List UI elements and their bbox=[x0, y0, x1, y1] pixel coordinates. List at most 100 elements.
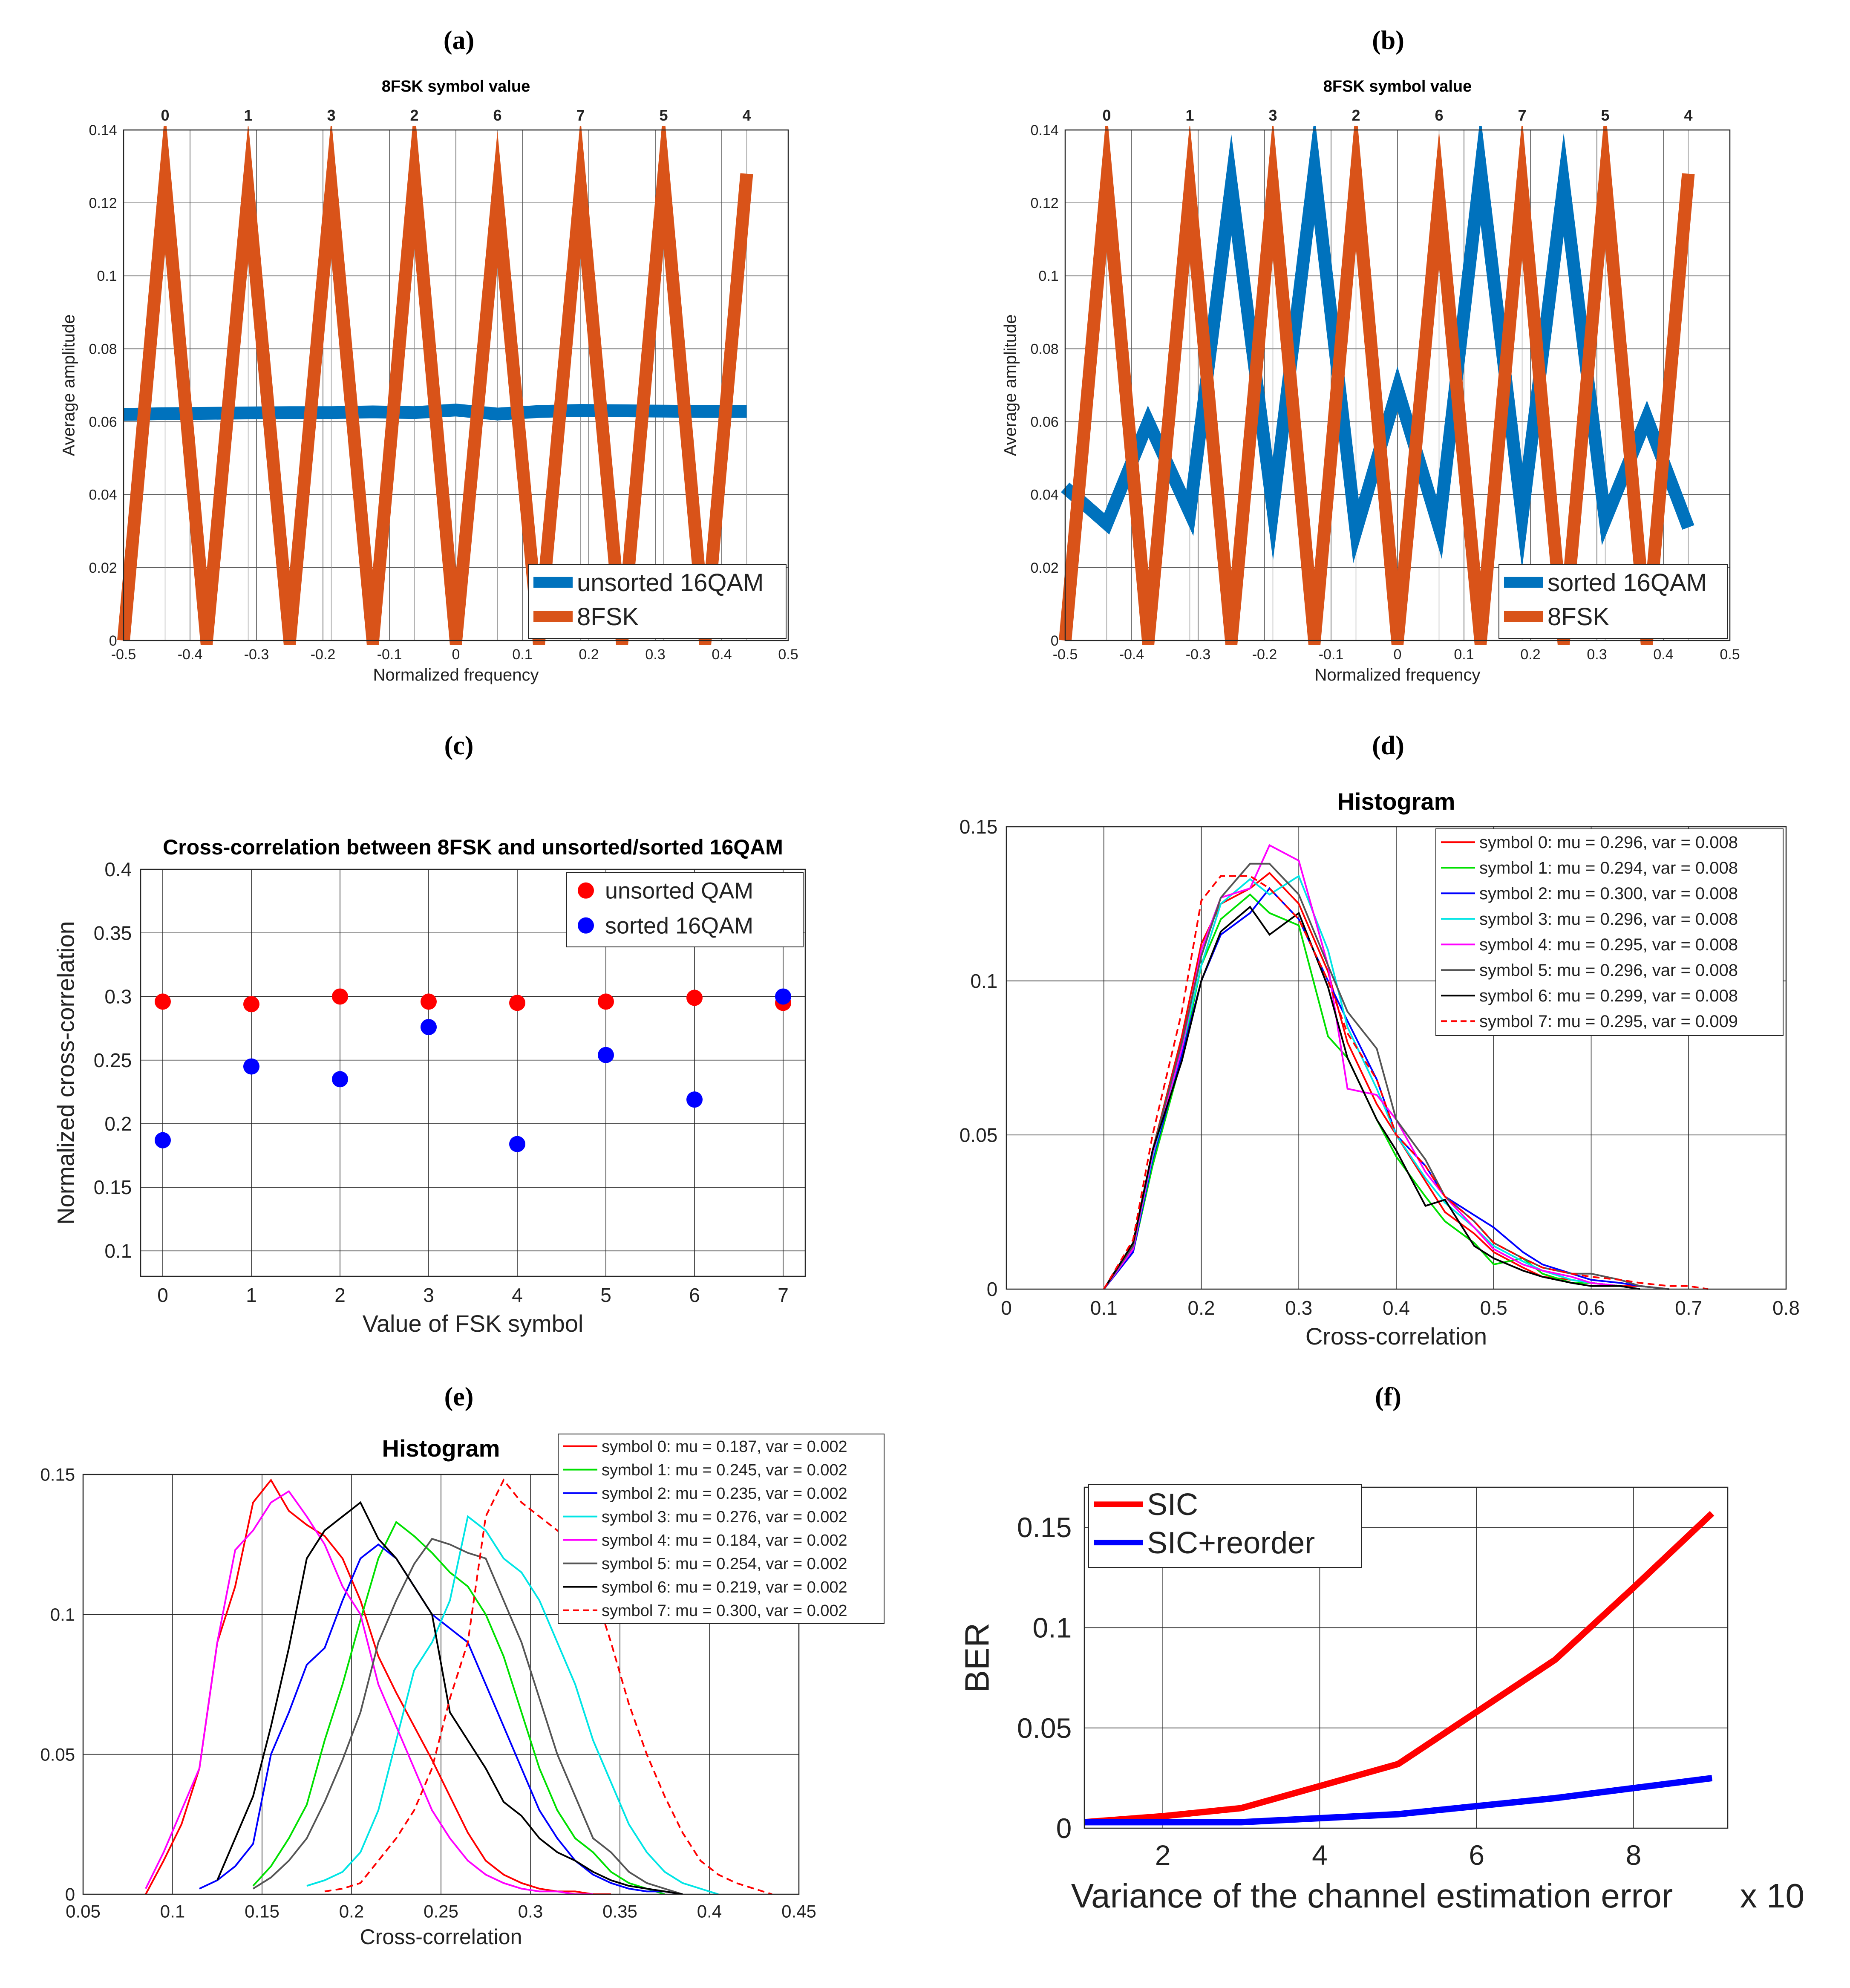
y-tick-label-b: 0.08 bbox=[1031, 341, 1059, 357]
panel-label-f: (f) bbox=[1375, 1382, 1401, 1411]
x-tick-label-e: 0.35 bbox=[602, 1901, 637, 1922]
y-tick-label-b: 0.02 bbox=[1031, 560, 1059, 576]
legend-f: SIC SIC+reorder bbox=[1088, 1484, 1362, 1568]
scatter-point-c-1 bbox=[332, 1071, 348, 1088]
legend-label-e-6: symbol 6: mu = 0.219, var = 0.002 bbox=[602, 1578, 847, 1596]
y-tick-label-b: 0.04 bbox=[1031, 487, 1059, 503]
series-group-c bbox=[155, 988, 791, 1152]
y-tick-label-a: 0 bbox=[109, 633, 117, 649]
legend-label-c-1: sorted 16QAM bbox=[605, 913, 753, 939]
x2-tick-label-a: 7 bbox=[576, 107, 585, 124]
x-tick-label-b: 0.5 bbox=[1720, 646, 1740, 663]
x-tick-label-e: 0.1 bbox=[160, 1901, 185, 1922]
y-axis-label-b: Average amplitude bbox=[1001, 315, 1020, 456]
x-tick-label-b: 0.1 bbox=[1454, 646, 1474, 663]
panel-label-d: (d) bbox=[1372, 731, 1404, 760]
legend-marker-c-1 bbox=[578, 917, 594, 934]
x-tick-label-c: 2 bbox=[334, 1284, 346, 1306]
y-tick-label-a: 0.04 bbox=[89, 487, 117, 503]
x-tick-label-b: 0.2 bbox=[1520, 646, 1540, 663]
legend-label-d-4: symbol 4: mu = 0.295, var = 0.008 bbox=[1479, 935, 1738, 954]
legend-box-f bbox=[1088, 1484, 1362, 1568]
axes-frame-c bbox=[140, 868, 806, 1277]
x2-tick-label-b: 5 bbox=[1601, 107, 1609, 124]
y-tick-label-d: 0.05 bbox=[960, 1124, 998, 1146]
x-tick-label-a: 0.3 bbox=[645, 646, 665, 663]
series-line-d-3 bbox=[1103, 874, 1640, 1290]
x2-axis-label-a: 8FSK symbol value bbox=[382, 78, 530, 95]
legend-box-d bbox=[1435, 828, 1784, 1036]
x-tick-label-d: 0.1 bbox=[1090, 1297, 1118, 1319]
legend-box-a bbox=[528, 564, 787, 639]
x-tick-label-e: 0.4 bbox=[697, 1901, 722, 1922]
x2-tick-label-a: 2 bbox=[410, 107, 418, 124]
series-line-d-6 bbox=[1103, 906, 1640, 1290]
series-line-e-6 bbox=[216, 1501, 683, 1895]
legend-marker-c-0 bbox=[578, 882, 594, 899]
legend-label-e-5: symbol 5: mu = 0.254, var = 0.002 bbox=[602, 1555, 847, 1573]
legend-label-d-5: symbol 5: mu = 0.296, var = 0.008 bbox=[1479, 961, 1738, 980]
x2-tick-label-b: 7 bbox=[1518, 107, 1526, 124]
x-tick-label-c: 5 bbox=[600, 1284, 611, 1306]
series-line-d-7 bbox=[1103, 875, 1709, 1290]
series-group-f bbox=[1084, 1511, 1715, 1826]
chart-b: -0.5 -0.4 -0.3 -0.2 -0.1 0 0.1 0.2 0.3 0.4 0.5 0 0.0… bbox=[1001, 78, 1740, 684]
x-tick-label-c: 7 bbox=[778, 1284, 789, 1306]
scatter-point-c-1 bbox=[155, 1132, 171, 1148]
y-tick-label-a: 0.14 bbox=[89, 122, 117, 138]
legend-e: symbol 0: mu = 0.187, var = 0.002 symbol … bbox=[558, 1434, 885, 1624]
x-tick-label-b: -0.5 bbox=[1053, 646, 1078, 663]
x-tick-label-e: 0.15 bbox=[245, 1901, 280, 1922]
x-tick-label-d: 0.3 bbox=[1285, 1297, 1312, 1319]
scatter-point-c-0 bbox=[509, 995, 525, 1011]
series-group-d bbox=[1103, 844, 1709, 1290]
y-tick-label-a: 0.1 bbox=[97, 268, 117, 284]
series-group-a bbox=[117, 126, 753, 645]
x-tick-label-e: 0.3 bbox=[518, 1901, 543, 1922]
x-tick-label-a: 0.5 bbox=[778, 646, 798, 663]
y-tick-label-e: 0.1 bbox=[50, 1604, 75, 1624]
x-tick-label-d: 0.8 bbox=[1772, 1297, 1800, 1319]
legend-label-f-1: SIC+reorder bbox=[1147, 1526, 1315, 1560]
legend-label-e-2: symbol 2: mu = 0.235, var = 0.002 bbox=[602, 1485, 847, 1503]
y-tick-label-f: 0.1 bbox=[1033, 1612, 1072, 1644]
x2-tick-label-b: 2 bbox=[1351, 107, 1360, 124]
x-axis-label-e: Cross-correlation bbox=[360, 1925, 522, 1949]
y-tick-label-d: 0.1 bbox=[970, 970, 997, 992]
scatter-point-c-0 bbox=[155, 993, 171, 1010]
axes-frame-b bbox=[1064, 129, 1731, 641]
legend-label-f-0: SIC bbox=[1147, 1488, 1198, 1522]
x-tick-label-d: 0.2 bbox=[1188, 1297, 1215, 1319]
chart-e: 0.05 0.1 0.15 0.2 0.25 0.3 0.35 0.4 0.4500.050.1… bbox=[40, 1434, 885, 1949]
x-tick-label-f: 8 bbox=[1626, 1839, 1642, 1871]
x2-tick-label-b: 0 bbox=[1102, 107, 1111, 124]
series-line-e-0 bbox=[145, 1478, 611, 1895]
scatter-point-c-1 bbox=[598, 1047, 614, 1063]
y-tick-label-b: 0.1 bbox=[1038, 268, 1058, 284]
scatter-point-c-1 bbox=[686, 1091, 703, 1108]
panel-label-a: (a) bbox=[444, 26, 474, 55]
x-tick-label-f: 4 bbox=[1312, 1839, 1328, 1871]
series-line-e-3 bbox=[306, 1515, 719, 1895]
series-group-e bbox=[145, 1478, 772, 1895]
scatter-point-c-0 bbox=[598, 993, 614, 1010]
scatter-point-c-1 bbox=[509, 1136, 525, 1152]
y-tick-label-c: 0.1 bbox=[104, 1240, 132, 1262]
y-tick-label-b: 0.14 bbox=[1031, 122, 1059, 138]
x-tick-label-a: 0.4 bbox=[712, 646, 732, 663]
x-tick-label-e: 0.25 bbox=[424, 1901, 458, 1922]
x2-tick-label-a: 0 bbox=[161, 107, 169, 124]
x-tick-label-e: 0.05 bbox=[66, 1901, 101, 1922]
chart-c: 0 1 2 3 4 5 6 7 0.1 0.15 0.2 0.25 0.3 0.35 0.4 Cross-co… bbox=[52, 835, 806, 1337]
y-axis-label-c: Normalized cross-correlation bbox=[52, 921, 79, 1225]
x2-tick-label-b: 1 bbox=[1185, 107, 1194, 124]
x2-tick-label-a: 5 bbox=[659, 107, 668, 124]
x-tick-label-a: -0.4 bbox=[178, 646, 203, 663]
x-tick-label-c: 1 bbox=[246, 1284, 257, 1306]
x-tick-label-e: 0.45 bbox=[781, 1901, 816, 1922]
scatter-point-c-0 bbox=[421, 993, 437, 1010]
series-group-b bbox=[1059, 126, 1695, 645]
series-line-f-0 bbox=[1084, 1511, 1715, 1826]
y-tick-label-f: 0.05 bbox=[1017, 1712, 1072, 1744]
